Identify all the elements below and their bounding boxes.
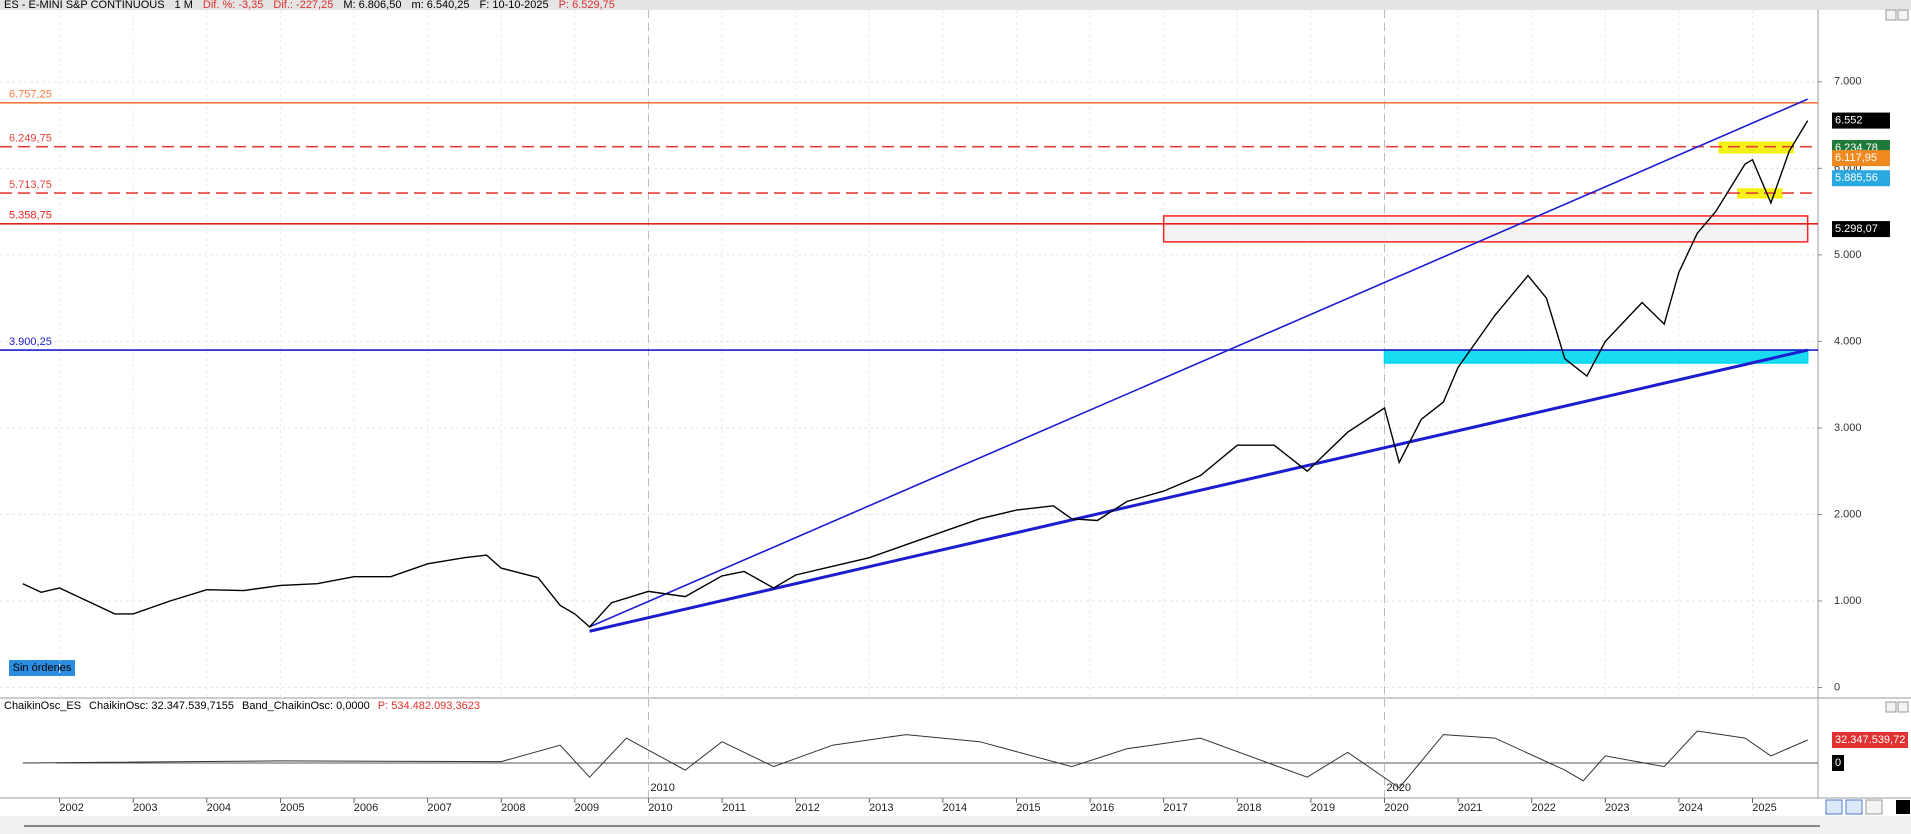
x-tick-label: 2016	[1090, 802, 1114, 814]
save-button[interactable]	[1845, 799, 1863, 815]
x-tick-label: 2008	[501, 802, 525, 814]
x-tick-label: 2011	[722, 802, 746, 814]
zone	[1718, 141, 1794, 154]
osc-header: ChaikinOsc: 32.347.539,7155	[89, 700, 234, 712]
header-text: M: 6.806,50	[343, 0, 401, 11]
trendline	[589, 348, 1809, 633]
x-tick-label: 2010	[648, 802, 672, 814]
x-tick-label: 2018	[1237, 802, 1261, 814]
y-tick-label: 1.000	[1834, 595, 1862, 607]
x-tick-label: 2002	[59, 802, 83, 814]
level-label: 6.757,25	[9, 89, 52, 101]
osc-tag	[1832, 732, 1908, 748]
level-label: 6.249,75	[9, 133, 52, 145]
price-tag-label: 6.552	[1835, 114, 1863, 126]
header-text: F: 10-10-2025	[480, 0, 549, 11]
y-tick-label: 3.000	[1834, 422, 1862, 434]
pane-maximize[interactable]	[1885, 701, 1897, 713]
zoom-button[interactable]	[1825, 799, 1843, 815]
header-text: Dif.: -227,25	[273, 0, 333, 11]
x-tick-label: 2021	[1458, 802, 1482, 814]
x-tick-label: 2005	[280, 802, 304, 814]
osc-tag-label: 32.347.539,72	[1835, 734, 1905, 746]
level-label: 5.358,75	[9, 210, 52, 222]
osc-zero-label: 0	[1835, 757, 1841, 769]
zone	[1383, 349, 1809, 364]
pane-maximize[interactable]	[1885, 9, 1897, 21]
y-tick-label: 5.000	[1834, 249, 1862, 261]
tool-button[interactable]	[1865, 799, 1883, 815]
y-tick-label: 4.000	[1834, 335, 1862, 347]
separator-label: 2010	[650, 782, 674, 794]
header-text: m: 6.540,25	[411, 0, 469, 11]
header-text: 1 M	[175, 0, 193, 11]
level-label: 3.900,25	[9, 336, 52, 348]
osc-line	[22, 730, 1808, 789]
orders-label: Sin órdenes	[13, 662, 72, 674]
pane-close[interactable]	[1897, 9, 1909, 21]
x-tick-label: 2019	[1311, 802, 1335, 814]
x-tick-label: 2023	[1605, 802, 1629, 814]
x-tick-label: 2004	[207, 802, 231, 814]
y-tick-label: 7.000	[1834, 76, 1862, 88]
x-tick-label: 2015	[1016, 802, 1040, 814]
level-label: 5.713,75	[9, 179, 52, 191]
price-tag	[1832, 170, 1890, 187]
orders-badge	[9, 660, 75, 676]
price-tag	[1832, 112, 1890, 129]
osc-header: Band_ChaikinOsc: 0,0000	[242, 700, 370, 712]
header-text: P: 6.529,75	[559, 0, 615, 11]
trendline	[589, 98, 1809, 628]
y-tick-label: 0	[1834, 681, 1840, 693]
header-text: Dif. %: -3,35	[203, 0, 264, 11]
osc-zero-tag	[1832, 755, 1844, 771]
price-tag-label: 5.885,56	[1835, 172, 1878, 184]
osc-header: ChaikinOsc_ES	[4, 700, 81, 712]
x-tick-label: 2024	[1679, 802, 1703, 814]
color-button[interactable]	[1896, 800, 1910, 814]
x-tick-label: 2014	[943, 802, 967, 814]
x-tick-label: 2012	[795, 802, 819, 814]
x-tick-label: 2020	[1384, 802, 1408, 814]
x-tick-label: 2017	[1163, 802, 1187, 814]
y-tick-label: 2.000	[1834, 508, 1862, 520]
price-line	[22, 120, 1809, 628]
x-tick-label: 2006	[354, 802, 378, 814]
price-tag-label: 5.298,07	[1835, 223, 1878, 235]
osc-header: P: 534.482.093,3623	[378, 700, 480, 712]
header-bar	[0, 0, 1911, 10]
price-tag-label: 6.117,95	[1835, 152, 1877, 164]
header-text: ES - E-MINI S&P CONTINUOUS	[4, 0, 165, 11]
price-tag	[1832, 221, 1890, 238]
x-tick-label: 2025	[1752, 802, 1776, 814]
x-tick-label: 2022	[1531, 802, 1555, 814]
x-tick-label: 2009	[575, 802, 599, 814]
x-tick-label: 2007	[427, 802, 451, 814]
x-tick-label: 2013	[869, 802, 893, 814]
pane-close[interactable]	[1897, 701, 1909, 713]
price-tag	[1832, 150, 1890, 167]
x-tick-label: 2003	[133, 802, 157, 814]
